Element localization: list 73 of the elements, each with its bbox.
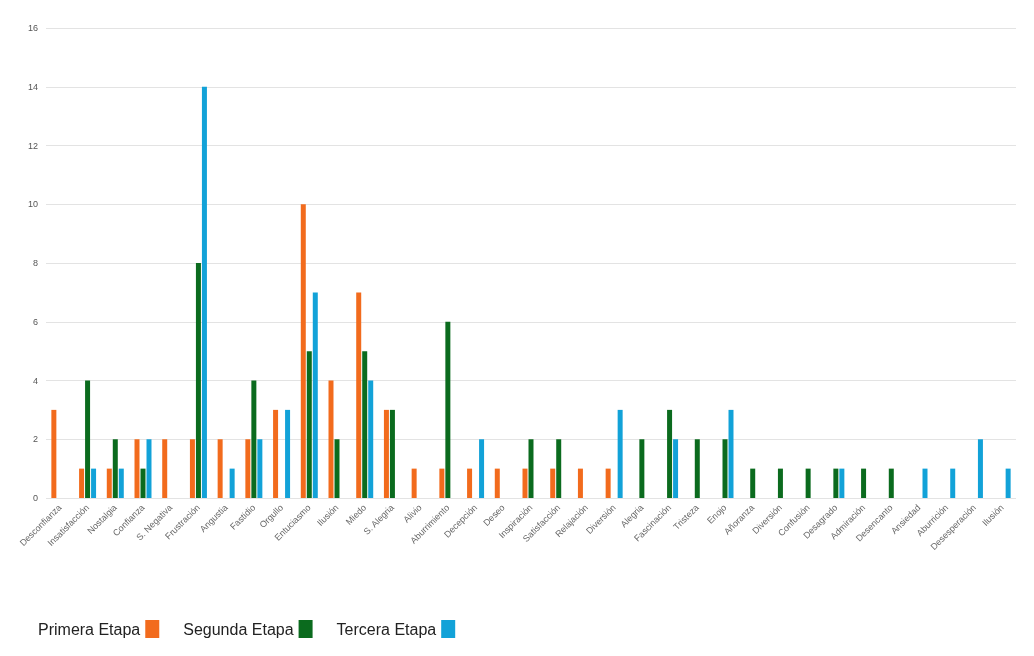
bar (51, 409, 57, 498)
bar (673, 439, 679, 498)
bar (300, 204, 306, 498)
bar (494, 468, 500, 498)
bar (257, 439, 263, 498)
bar (312, 292, 318, 498)
bar (85, 380, 91, 498)
bar (777, 468, 783, 498)
bar (383, 409, 389, 498)
y-tick-label: 6 (32, 316, 38, 327)
bar (106, 468, 112, 498)
bar (389, 409, 395, 498)
bar (273, 409, 279, 498)
bar (368, 380, 374, 498)
bar (79, 468, 85, 498)
bar (833, 468, 839, 498)
bar (146, 439, 152, 498)
y-tick-label: 14 (27, 81, 38, 92)
bar (639, 439, 645, 498)
bar (922, 468, 928, 498)
bar (217, 439, 223, 498)
y-tick-label: 0 (32, 493, 38, 503)
bar (467, 468, 473, 498)
y-tick-label: 10 (27, 199, 38, 210)
bar (839, 468, 845, 498)
bar (550, 468, 556, 498)
bar (229, 468, 235, 498)
y-tick-label: 16 (27, 23, 38, 33)
bar (528, 439, 534, 498)
y-tick-label: 8 (32, 258, 38, 268)
y-tick-label: 12 (27, 140, 38, 151)
bar (328, 380, 334, 498)
bar (605, 468, 611, 498)
bar (162, 439, 168, 498)
bar (112, 439, 118, 498)
bar (728, 409, 734, 498)
bar (356, 292, 362, 498)
bar (195, 263, 201, 498)
bar (362, 351, 368, 498)
bar (750, 468, 756, 498)
bar (285, 409, 291, 498)
bar (722, 439, 728, 498)
bar (189, 439, 195, 498)
bar (805, 468, 811, 498)
bar (445, 321, 451, 498)
legend-label: Segunda Etapa (183, 620, 294, 638)
bar (91, 468, 97, 498)
bar (861, 468, 867, 498)
legend-label: Primera Etapa (38, 620, 141, 638)
bar (134, 439, 140, 498)
bar (411, 468, 417, 498)
bar (577, 468, 583, 498)
bar (1005, 468, 1011, 498)
bar (950, 468, 956, 498)
bar (118, 468, 124, 498)
bar (694, 439, 700, 498)
bar (334, 439, 340, 498)
bar (888, 468, 894, 498)
bar (251, 380, 257, 498)
bar (479, 439, 485, 498)
bar (439, 468, 445, 498)
bar (522, 468, 528, 498)
bar (556, 439, 562, 498)
y-tick-label: 4 (32, 375, 38, 386)
bar (140, 468, 146, 498)
bar (667, 409, 673, 498)
bar (245, 439, 251, 498)
bar (977, 439, 983, 498)
bar (201, 86, 207, 498)
y-tick-label: 2 (32, 434, 38, 445)
bar (617, 409, 623, 498)
bar (306, 351, 312, 498)
legend-label: Tercera Etapa (336, 620, 437, 638)
